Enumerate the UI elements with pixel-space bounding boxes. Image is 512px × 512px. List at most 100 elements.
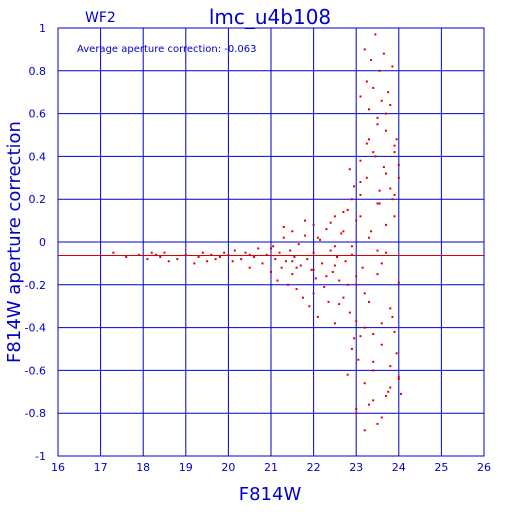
data-point [150, 251, 153, 254]
data-point [312, 251, 315, 254]
data-point [365, 176, 368, 179]
y-tick-label: -0.4 [25, 322, 46, 335]
data-point [382, 52, 385, 55]
data-point [367, 403, 370, 406]
data-point [399, 392, 402, 395]
data-point [372, 399, 375, 402]
data-point [387, 390, 390, 393]
data-point [350, 198, 353, 201]
data-point [291, 260, 294, 263]
data-point [278, 251, 281, 254]
data-point [397, 163, 400, 166]
data-point [306, 258, 309, 261]
data-point [359, 159, 362, 162]
data-point [359, 181, 362, 184]
data-point [393, 215, 396, 218]
data-point [193, 262, 196, 265]
data-point [270, 247, 272, 250]
data-point [374, 155, 377, 158]
y-tick-label: 0 [39, 236, 46, 249]
data-point [361, 266, 364, 269]
data-point [159, 255, 162, 258]
data-point [376, 249, 379, 252]
data-point [325, 228, 328, 231]
data-point [370, 230, 373, 233]
data-point [331, 270, 334, 273]
data-point [333, 264, 336, 267]
data-point [376, 202, 379, 205]
y-tick-label: -0.6 [25, 364, 46, 377]
data-point [252, 255, 255, 258]
data-point [310, 268, 313, 271]
data-point [248, 253, 251, 256]
data-point [321, 262, 324, 265]
x-tick-label: 24 [392, 461, 406, 474]
data-point [125, 255, 128, 258]
data-point [227, 253, 230, 256]
data-point [367, 300, 370, 303]
data-point [329, 221, 332, 224]
data-point [197, 255, 200, 258]
data-point [276, 279, 279, 282]
data-point [280, 266, 283, 269]
data-point [304, 219, 307, 222]
data-point [350, 348, 353, 350]
data-point [367, 108, 370, 111]
data-point [380, 99, 383, 102]
data-point [393, 144, 396, 147]
data-points [112, 33, 402, 432]
data-point [342, 211, 345, 214]
data-point [378, 189, 381, 192]
data-point [359, 95, 362, 98]
data-point [282, 226, 285, 229]
data-point [385, 251, 388, 254]
x-tick-label: 19 [179, 461, 193, 474]
data-point [289, 249, 292, 252]
data-point [385, 223, 388, 226]
data-point [167, 260, 170, 263]
data-point [284, 260, 287, 263]
data-point [355, 275, 358, 278]
data-point [372, 86, 375, 89]
data-point [372, 333, 375, 336]
data-point [389, 365, 392, 368]
data-point [257, 247, 260, 250]
data-point [389, 386, 392, 389]
data-point [385, 395, 388, 398]
data-point [397, 375, 400, 378]
data-point [355, 412, 358, 415]
data-point [355, 219, 358, 222]
data-point [393, 151, 396, 154]
y-axis-label: F814W aperture correction [4, 121, 25, 363]
data-point [340, 232, 343, 235]
y-tick-label: -1 [35, 450, 46, 463]
data-point [395, 138, 398, 141]
data-point [184, 253, 187, 256]
data-point [355, 283, 358, 286]
data-point [372, 360, 375, 363]
data-point [382, 166, 385, 169]
data-point [380, 322, 383, 325]
data-point [325, 275, 328, 278]
data-point [353, 337, 356, 340]
data-point [265, 253, 268, 256]
data-point [248, 266, 251, 269]
y-tick-label: 1 [39, 22, 46, 35]
data-point [363, 326, 366, 329]
data-point [137, 253, 140, 256]
data-point [397, 176, 400, 179]
data-point [316, 236, 319, 239]
data-point [244, 251, 247, 254]
data-point [372, 151, 375, 154]
data-point [301, 296, 304, 299]
chip-label: WF2 [85, 10, 116, 26]
data-point [293, 255, 296, 258]
y-tick-label: -0.2 [25, 279, 46, 292]
data-point [333, 245, 336, 248]
data-point [387, 91, 390, 94]
data-point [295, 288, 298, 291]
grid [57, 27, 485, 457]
data-point [353, 185, 356, 188]
x-tick-label: 20 [221, 461, 235, 474]
